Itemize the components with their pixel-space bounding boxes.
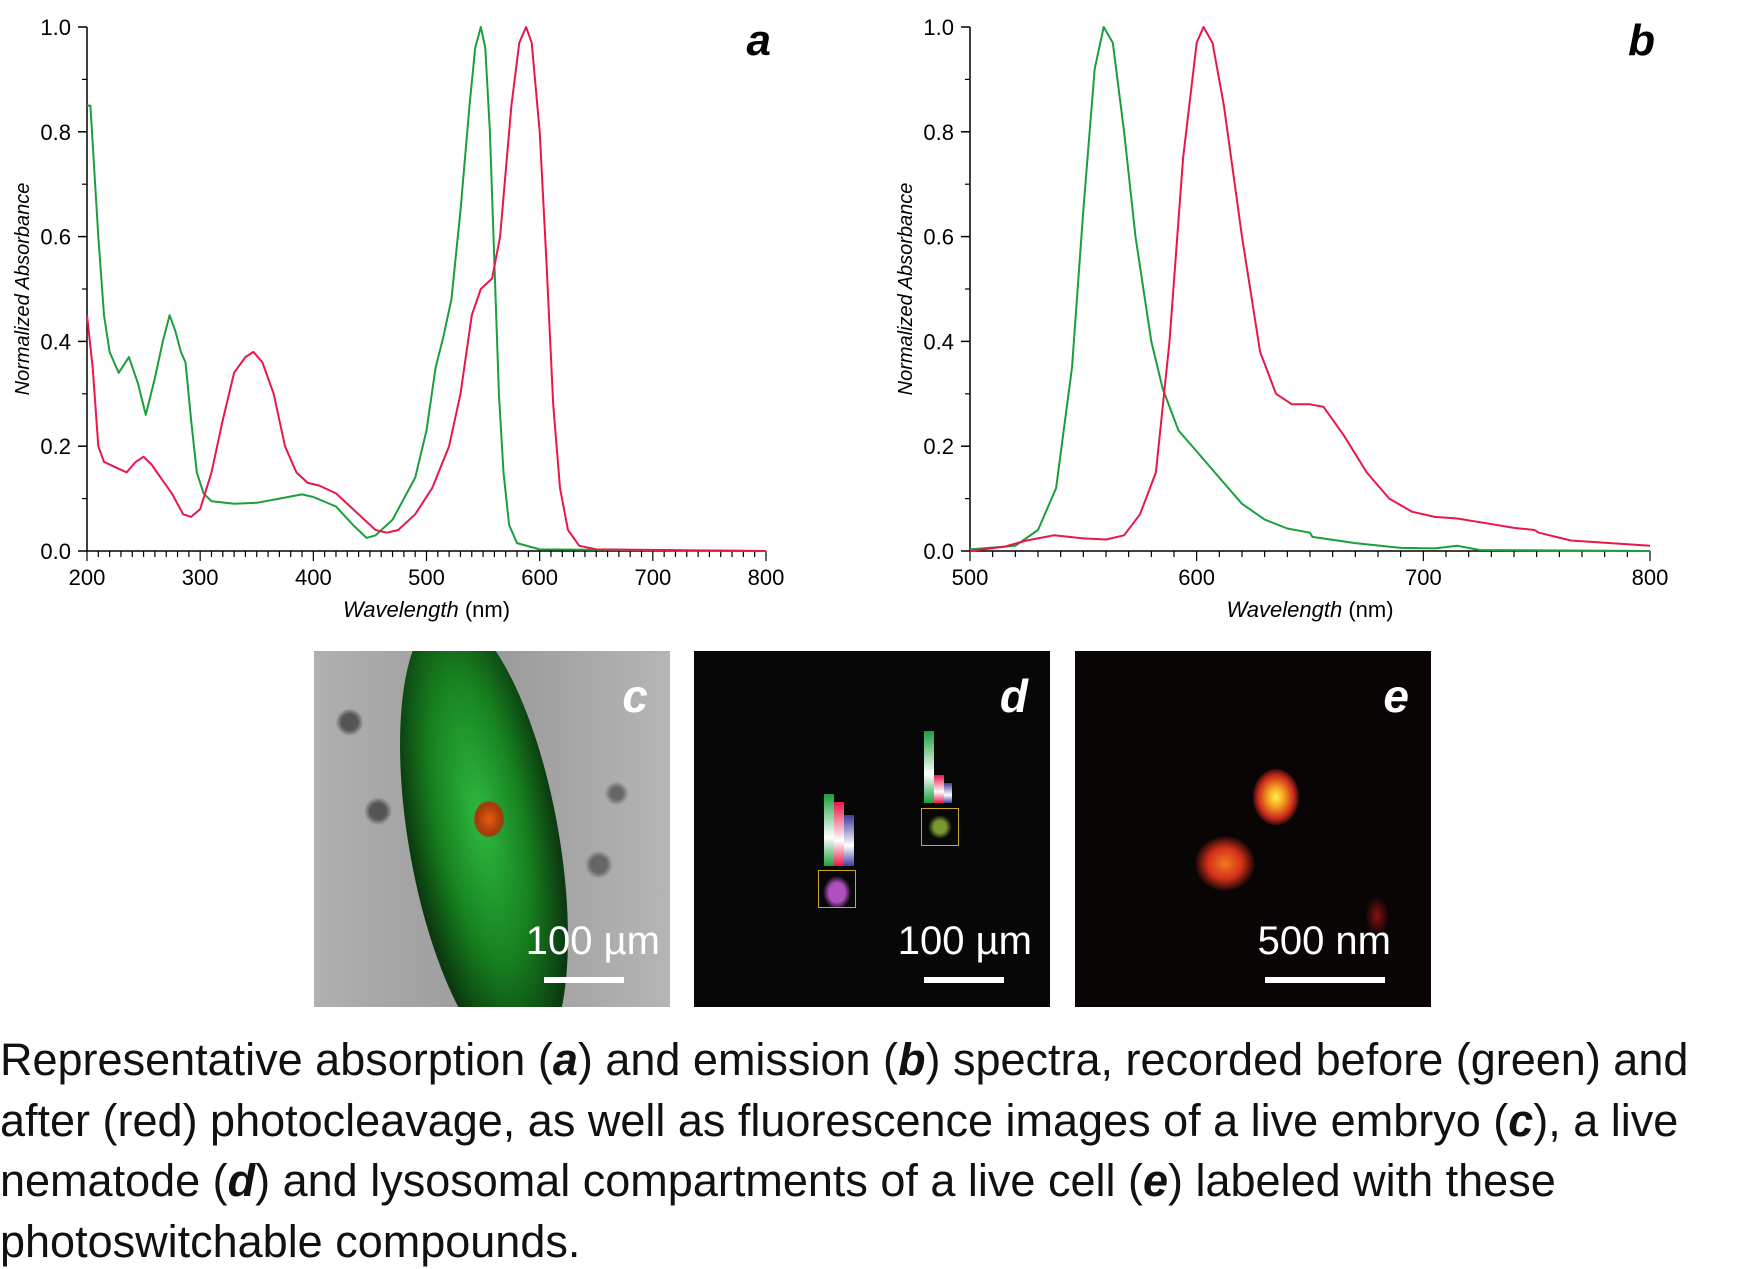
x-tick-label: 600 (521, 565, 558, 590)
y-tick-label: 0.6 (40, 225, 71, 250)
y-tick-label: 0.8 (923, 120, 954, 145)
nematode-image: d 100 µm (694, 651, 1050, 1007)
scale-bar-label: 100 µm (525, 919, 660, 963)
y-tick-label: 0.8 (40, 120, 71, 145)
x-axis-label-unit: (nm) (459, 597, 510, 622)
x-axis-label-italic: Wavelength (1226, 597, 1342, 622)
panel-label: b (1628, 16, 1655, 65)
figure-caption: Representative absorption (a) and emissi… (0, 1034, 1689, 1267)
after-photocleavage-line (86, 26, 767, 552)
panel-label-c: c (622, 670, 648, 722)
after-photocleavage-line (969, 26, 1651, 552)
absorption-chart: 0.0 0.2 0.4 0.6 0.8 1.0 200 300 400 500 600 700 800 W… (12, 15, 785, 622)
x-tick-label: 700 (1405, 565, 1442, 590)
y-tick-label: 1.0 (923, 15, 954, 40)
before-photocleavage-line (87, 26, 767, 552)
x-tick-label: 300 (182, 565, 219, 590)
emission-chart: 0.0 0.2 0.4 0.6 0.8 1.0 500 600 700 800 Wavelength… (895, 15, 1669, 622)
y-tick-label: 1.0 (40, 15, 71, 40)
y-tick-label: 0.2 (923, 434, 954, 459)
panel-label-e: e (1383, 670, 1409, 722)
y-tick-label: 0.4 (40, 329, 71, 354)
scale-bar (924, 977, 1004, 983)
x-axis-label-unit: (nm) (1342, 597, 1393, 622)
scale-bar-label: 500 nm (1257, 919, 1391, 963)
x-tick-label: 800 (1632, 565, 1669, 590)
y-tick-label: 0.0 (923, 539, 954, 564)
scale-bar-label: 100 µm (897, 919, 1032, 963)
x-axis-label: Wavelength (nm) (343, 597, 510, 622)
scale-bar (544, 977, 624, 983)
x-axis-label-italic: Wavelength (343, 597, 459, 622)
x-tick-label: 700 (634, 565, 671, 590)
y-tick-label: 0.4 (923, 329, 954, 354)
x-tick-label: 800 (748, 565, 785, 590)
y-tick-label: 0.6 (923, 225, 954, 250)
scale-bar (1265, 977, 1385, 983)
x-tick-label: 600 (1178, 565, 1215, 590)
panel-label-d: d (999, 670, 1028, 722)
x-axis-label: Wavelength (nm) (1226, 597, 1393, 622)
x-tick-label: 400 (295, 565, 332, 590)
before-photocleavage-line (969, 26, 1651, 552)
embryo-image: c 100 µm (314, 651, 670, 1007)
y-tick-label: 0.2 (40, 434, 71, 459)
y-axis-label: Normalized Absorbance (895, 183, 917, 396)
panel-label: a (747, 16, 771, 65)
x-tick-label: 500 (408, 565, 445, 590)
live-cell-image: e 500 nm (1075, 651, 1431, 1007)
y-axis-label: Normalized Absorbance (12, 183, 34, 396)
x-tick-label: 500 (952, 565, 989, 590)
x-tick-label: 200 (69, 565, 106, 590)
y-tick-label: 0.0 (40, 539, 71, 564)
